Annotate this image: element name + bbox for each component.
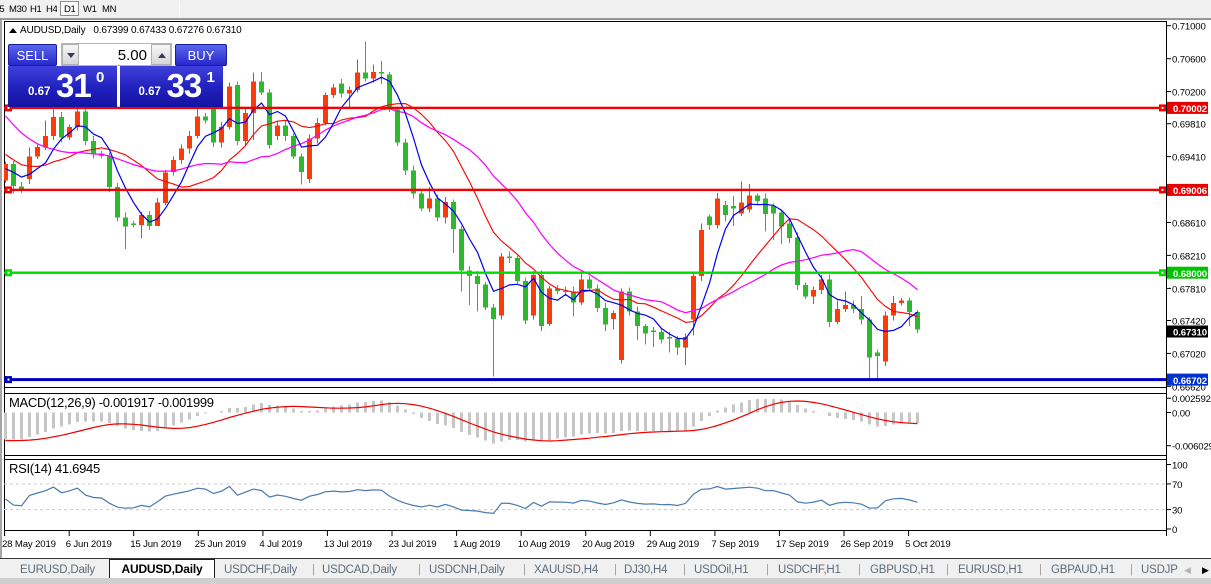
svg-text:0.67810: 0.67810 <box>1172 284 1206 295</box>
svg-text:0.66620: 0.66620 <box>1172 382 1206 393</box>
svg-text:0: 0 <box>1172 525 1177 536</box>
svg-text:100: 100 <box>1172 461 1188 472</box>
svg-text:0.002592: 0.002592 <box>1172 394 1211 405</box>
svg-text:0.69410: 0.69410 <box>1172 153 1206 164</box>
svg-text:15 Jun 2019: 15 Jun 2019 <box>130 539 181 550</box>
svg-text:0.71000: 0.71000 <box>1172 22 1206 33</box>
svg-text:0.68000: 0.68000 <box>1173 269 1207 280</box>
svg-text:10 Aug 2019: 10 Aug 2019 <box>518 539 570 550</box>
svg-text:0.68210: 0.68210 <box>1172 251 1206 262</box>
svg-text:0.70002: 0.70002 <box>1173 104 1207 115</box>
svg-text:28 May 2019: 28 May 2019 <box>2 539 56 550</box>
svg-text:30: 30 <box>1172 506 1182 517</box>
svg-text:0.70600: 0.70600 <box>1172 55 1206 66</box>
svg-text:0.69810: 0.69810 <box>1172 120 1206 131</box>
svg-text:0.68610: 0.68610 <box>1172 219 1206 230</box>
svg-text:20 Aug 2019: 20 Aug 2019 <box>582 539 634 550</box>
svg-text:0.00: 0.00 <box>1172 409 1190 420</box>
svg-text:-0.006029: -0.006029 <box>1172 442 1211 453</box>
svg-text:0.67310: 0.67310 <box>1173 328 1207 339</box>
svg-text:1 Aug 2019: 1 Aug 2019 <box>453 539 500 550</box>
svg-text:0.70200: 0.70200 <box>1172 88 1206 99</box>
svg-text:4 Jul 2019: 4 Jul 2019 <box>259 539 302 550</box>
svg-text:0.69006: 0.69006 <box>1173 186 1207 197</box>
svg-text:25 Jun 2019: 25 Jun 2019 <box>195 539 246 550</box>
svg-text:7 Sep 2019: 7 Sep 2019 <box>711 539 759 550</box>
svg-text:5 Oct 2019: 5 Oct 2019 <box>905 539 950 550</box>
svg-text:17 Sep 2019: 17 Sep 2019 <box>776 539 829 550</box>
svg-text:70: 70 <box>1172 480 1182 491</box>
svg-text:0.66702: 0.66702 <box>1173 376 1207 387</box>
svg-text:29 Aug 2019: 29 Aug 2019 <box>647 539 699 550</box>
svg-text:13 Jul 2019: 13 Jul 2019 <box>324 539 372 550</box>
svg-text:0.67420: 0.67420 <box>1172 317 1206 328</box>
svg-text:6 Jun 2019: 6 Jun 2019 <box>66 539 112 550</box>
svg-text:26 Sep 2019: 26 Sep 2019 <box>841 539 894 550</box>
svg-text:0.67020: 0.67020 <box>1172 349 1206 360</box>
svg-text:23 Jul 2019: 23 Jul 2019 <box>389 539 437 550</box>
